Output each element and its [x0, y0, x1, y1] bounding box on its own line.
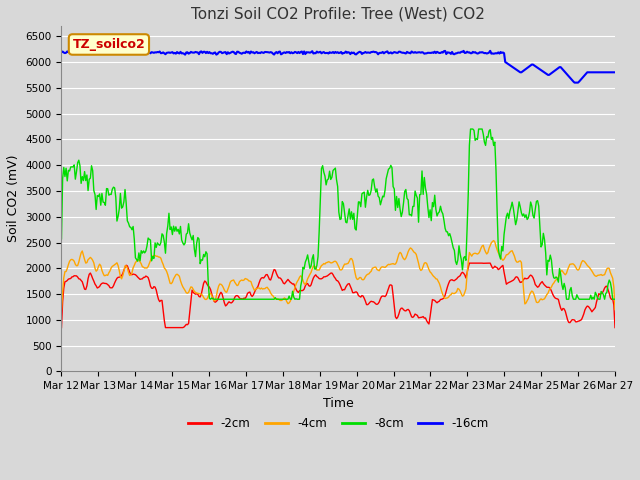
Title: Tonzi Soil CO2 Profile: Tree (West) CO2: Tonzi Soil CO2 Profile: Tree (West) CO2 [191, 7, 485, 22]
Y-axis label: Soil CO2 (mV): Soil CO2 (mV) [7, 155, 20, 242]
Legend: -2cm, -4cm, -8cm, -16cm: -2cm, -4cm, -8cm, -16cm [183, 412, 493, 435]
X-axis label: Time: Time [323, 396, 354, 410]
Text: TZ_soilco2: TZ_soilco2 [72, 38, 145, 51]
